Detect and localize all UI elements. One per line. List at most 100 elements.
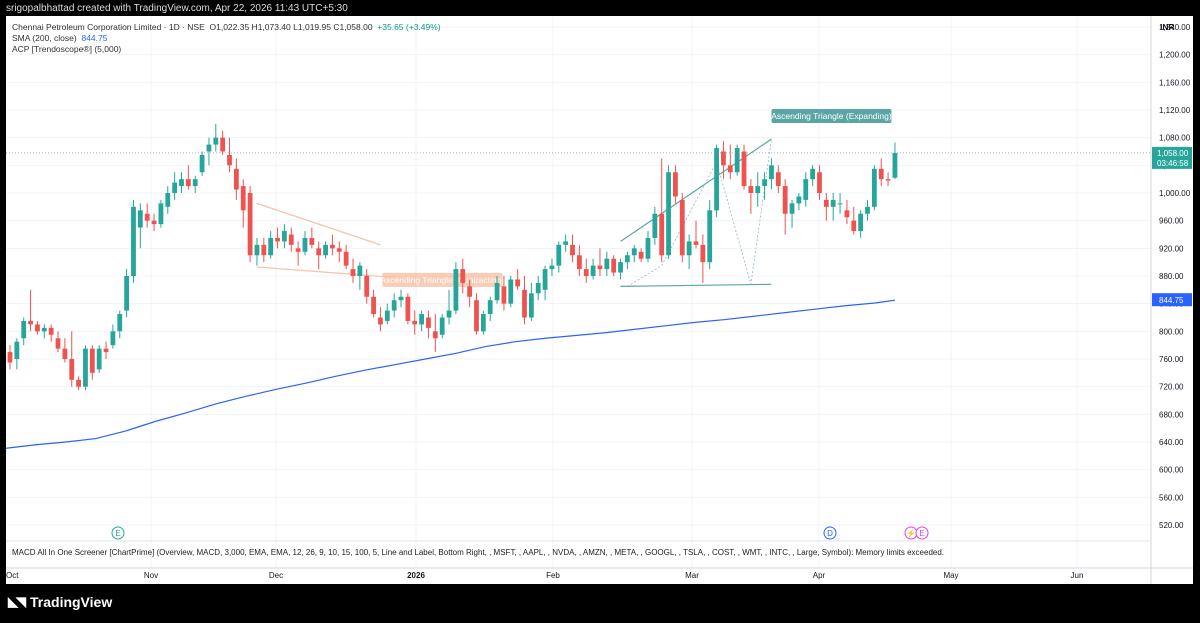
candle [227,137,232,173]
candle [817,165,822,200]
candle [570,234,575,263]
candle-body [412,320,418,325]
candle [117,310,123,339]
acp-label[interactable]: ACP [Trendoscope®] (5,000) [12,44,122,54]
candle [721,141,726,180]
candle-body [748,186,754,193]
candle [69,331,75,387]
candle [7,345,13,370]
candle-body [528,293,534,318]
candle [384,303,390,325]
candle-body [727,165,733,173]
price-tick-label: 720.00 [1159,383,1184,392]
countdown-value: 03:46:58 [1157,159,1189,168]
candle [391,293,397,318]
chart-svg[interactable]: Ascending Triangle (Expanding) Ascending … [6,16,1193,584]
price-tick-label: 1,080.00 [1159,134,1191,143]
dividend-marker-circle [823,526,837,540]
candle [48,324,54,342]
price-tick-label: 920.00 [1159,244,1184,253]
candle [487,296,493,321]
sma-value: 844.75 [81,33,108,43]
candle-body [508,279,514,304]
candle [302,231,308,256]
candle [199,151,205,176]
candle-body [302,237,308,252]
candle-body [878,168,884,180]
candle-body [405,296,411,321]
candle [549,258,555,276]
candle [254,237,260,266]
grid-lines [6,16,1151,568]
price-tick-label: 800.00 [1159,327,1184,336]
candle [810,165,816,187]
tradingview-brand[interactable]: ◣◥ TradingView [8,594,112,610]
sma-polyline [6,299,896,449]
candle-body [137,210,143,228]
candle-body [858,213,864,232]
candle [775,165,781,193]
price-tick-label: 1,160.00 [1159,78,1191,87]
pattern-line-lower-teal [620,283,772,287]
candle [295,241,301,266]
candle-body [515,279,521,287]
sma-price-tag [1152,293,1192,307]
candle-body [563,241,569,245]
candle [618,258,623,280]
candle [508,276,514,308]
candle [748,179,754,214]
candle-body [755,186,761,193]
candle-body [378,317,383,325]
candle-body [165,193,171,207]
candle [206,137,212,166]
price-tick-label: 1,000.00 [1159,189,1191,198]
candle [261,237,267,263]
time-tick-label: Nov [144,571,158,580]
candle [268,231,274,259]
pattern-zigzag [627,138,772,287]
candle-body [721,151,726,166]
candle [357,262,363,290]
candle-body [275,237,280,242]
candle-body [871,168,877,207]
candle [460,258,466,294]
candle [233,158,239,200]
candle-body [590,265,596,276]
pattern-overlays: Ascending Triangle (Expanding) Ascending … [256,109,892,287]
candle-body [494,282,500,301]
candle [288,227,294,252]
candle-body [240,186,246,211]
sma-label[interactable]: SMA (200, close) [12,33,77,43]
candle [124,269,130,318]
dividend-marker-label: D [827,529,833,538]
candle-body [583,269,589,276]
price-tick-label: 960.00 [1159,217,1184,226]
candle [535,276,541,301]
candle-body [789,203,795,214]
candle [597,248,603,276]
candle [844,199,850,225]
candle-body [844,210,850,218]
candle [398,289,404,308]
indicator-footer: MACD All In One Screener [ChartPrime] (O… [12,548,945,557]
time-tick-label: Apr [813,571,826,580]
price-tick-label: 880.00 [1159,272,1184,281]
candle-body [775,172,781,187]
candle [686,234,692,270]
candle-body [817,172,822,193]
candle-body [323,244,328,256]
chart-panel[interactable]: Ascending Triangle (Expanding) Ascending … [6,16,1193,584]
candle [83,345,88,391]
created-by-text: srigopalbhattad created with TradingView… [6,3,348,14]
candle-body [398,296,404,301]
candle [282,224,287,249]
candle-body [295,248,301,252]
candle [343,244,349,270]
sma-price-value: 844.75 [1159,296,1184,305]
candle [185,165,191,190]
candle-body [597,265,603,270]
candle [213,123,219,152]
candle [576,244,582,276]
earnings-marker-circle [111,526,125,540]
